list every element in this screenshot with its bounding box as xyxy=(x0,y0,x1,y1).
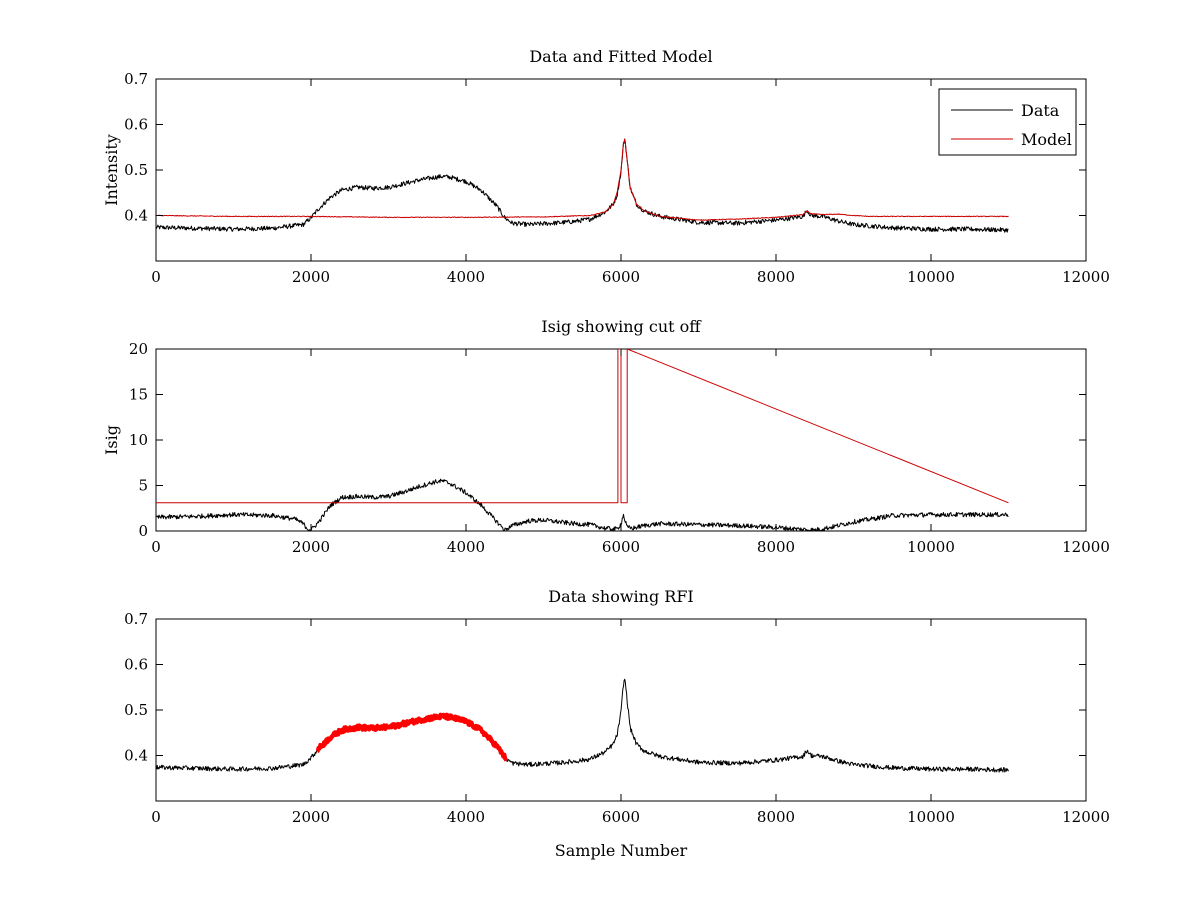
series-1-line xyxy=(156,678,1009,773)
y-tick-label: 0.4 xyxy=(124,747,148,765)
series-model-line xyxy=(156,138,1009,221)
y-axis-label: Isig xyxy=(102,425,121,455)
x-tick-label: 10000 xyxy=(907,268,955,286)
x-tick-label: 2000 xyxy=(292,538,330,556)
y-tick-label: 10 xyxy=(129,431,148,449)
legend-entry: Model xyxy=(1021,130,1072,149)
y-tick-label: 0 xyxy=(138,522,148,540)
x-tick-label: 0 xyxy=(151,538,161,556)
x-tick-label: 10000 xyxy=(907,808,955,826)
legend: Data Model xyxy=(938,88,1077,156)
x-tick-label: 8000 xyxy=(757,808,795,826)
series-1-line xyxy=(156,478,1009,531)
subplot-2: 0 2000 4000 6000 8000 10000 12000 0 5 10 15 20 Isig … xyxy=(102,317,1110,556)
x-tick-label: 12000 xyxy=(1062,538,1110,556)
x-tick-label: 6000 xyxy=(602,538,640,556)
y-tick-label: 20 xyxy=(129,340,148,358)
y-tick-label: 0.7 xyxy=(124,70,148,88)
y-tick-label: 0.5 xyxy=(124,701,148,719)
x-tick-label: 6000 xyxy=(602,808,640,826)
x-tick-label: 0 xyxy=(151,268,161,286)
legend-box xyxy=(938,88,1077,156)
x-tick-label: 0 xyxy=(151,808,161,826)
y-axis-label: Intensity xyxy=(102,134,121,206)
x-tick-label: 4000 xyxy=(447,808,485,826)
subplot-1: 0 2000 4000 6000 8000 10000 12000 0.4 0.5 0.6 0.7 D… xyxy=(102,47,1110,286)
y-tick-label: 0.4 xyxy=(124,207,148,225)
x-tick-label: 10000 xyxy=(907,538,955,556)
y-tick-label: 0.5 xyxy=(124,161,148,179)
chart-title: Data showing RFI xyxy=(548,587,693,606)
legend-entry: Data xyxy=(1021,101,1060,120)
subplot-3: 0 2000 4000 6000 8000 10000 12000 0.4 0.5 0.6 0.7 D… xyxy=(124,587,1110,860)
x-tick-label: 8000 xyxy=(757,538,795,556)
y-tick-label: 5 xyxy=(138,477,148,495)
x-tick-label: 6000 xyxy=(602,268,640,286)
series-2-line xyxy=(156,349,1009,504)
x-tick-label: 2000 xyxy=(292,808,330,826)
chart-title: Data and Fitted Model xyxy=(529,47,712,66)
x-tick-label: 12000 xyxy=(1062,268,1110,286)
chart-title: Isig showing cut off xyxy=(541,317,702,336)
x-tick-label: 4000 xyxy=(447,268,485,286)
x-tick-label: 8000 xyxy=(757,268,795,286)
x-tick-label: 12000 xyxy=(1062,808,1110,826)
y-tick-label: 15 xyxy=(129,386,148,404)
series-2-line xyxy=(315,712,509,762)
y-tick-label: 0.7 xyxy=(124,610,148,628)
y-tick-label: 0.6 xyxy=(124,116,148,134)
x-tick-label: 2000 xyxy=(292,268,330,286)
series-data-line xyxy=(156,138,1009,233)
x-axis-label: Sample Number xyxy=(555,841,688,860)
x-tick-label: 4000 xyxy=(447,538,485,556)
y-tick-label: 0.6 xyxy=(124,656,148,674)
